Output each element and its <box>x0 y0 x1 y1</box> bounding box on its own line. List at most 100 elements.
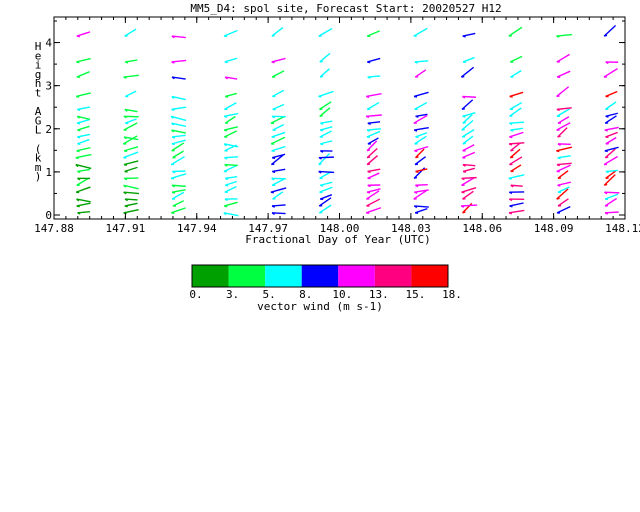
wind-vector-head <box>320 184 324 187</box>
wind-vector <box>271 131 286 138</box>
wind-vector <box>462 114 473 124</box>
wind-vector <box>123 122 138 131</box>
wind-vector <box>604 197 617 207</box>
wind-vector <box>414 205 429 208</box>
wind-vector <box>225 92 238 98</box>
wind-vector <box>414 101 428 110</box>
wind-vector-head <box>224 129 228 132</box>
wind-vector-head <box>366 149 371 152</box>
wind-vector <box>171 207 186 214</box>
wind-vector <box>556 122 571 131</box>
wind-vector <box>367 137 379 145</box>
wind-vector <box>224 126 239 131</box>
wind-vector <box>415 132 428 138</box>
wind-vector <box>604 101 617 110</box>
wind-vector-head <box>76 35 80 38</box>
wind-vector <box>462 151 476 159</box>
colorbar-swatch <box>228 265 266 287</box>
wind-vector <box>413 27 428 37</box>
wind-vector <box>556 107 572 111</box>
wind-vector-head <box>124 108 128 112</box>
wind-vector <box>320 140 333 145</box>
wind-vector <box>415 113 428 117</box>
wind-vector <box>76 177 90 186</box>
x-tick-label: 148.09 <box>534 222 574 235</box>
wind-vector-head <box>224 177 229 181</box>
wind-vector <box>509 202 524 207</box>
wind-vector <box>556 53 571 63</box>
wind-vector-head <box>413 176 418 180</box>
wind-vector <box>224 112 239 117</box>
x-tick-label: 147.91 <box>106 222 146 235</box>
wind-vector <box>320 120 333 124</box>
wind-vector-head <box>272 170 276 174</box>
y-label-char: e <box>35 49 42 62</box>
wind-vector <box>414 69 427 78</box>
wind-vector-head <box>462 163 466 167</box>
wind-vector <box>224 115 236 124</box>
wind-vector-head <box>461 75 465 78</box>
wind-vector <box>415 148 425 159</box>
wind-vector <box>171 134 186 138</box>
wind-vector-head <box>123 163 128 166</box>
y-label-char: m <box>35 161 42 174</box>
wind-vector-head <box>123 150 128 153</box>
wind-vector-head <box>508 191 513 195</box>
wind-vector <box>125 59 138 63</box>
y-label-char: ) <box>35 170 42 183</box>
wind-vector <box>414 156 427 166</box>
wind-vector-head <box>367 184 371 188</box>
wind-vector <box>76 92 91 98</box>
x-tick-label: 148.12 <box>605 222 640 235</box>
wind-vector <box>270 136 286 145</box>
wind-vector <box>75 163 92 170</box>
wind-vector <box>123 74 139 78</box>
wind-vector-head <box>605 115 609 118</box>
y-label-char: i <box>35 59 42 72</box>
wind-vector <box>461 204 478 207</box>
wind-vector <box>510 184 523 187</box>
wind-vector-head <box>460 205 465 208</box>
wind-vector-head <box>556 150 560 153</box>
wind-vector-head <box>415 184 419 188</box>
wind-vector-head <box>124 198 128 202</box>
wind-vector <box>171 184 186 188</box>
wind-vector-head <box>508 212 513 215</box>
wind-vector <box>557 170 569 179</box>
wind-vector-head <box>415 115 419 118</box>
wind-vector-head <box>604 129 608 132</box>
x-tick-label: 148.03 <box>391 222 431 235</box>
wind-vector <box>270 115 286 124</box>
colorbar-tick-label: 0. <box>189 288 202 301</box>
wind-vector-head <box>171 35 175 39</box>
wind-vector <box>557 155 571 159</box>
wind-vector-head <box>508 143 513 146</box>
wind-vector <box>223 164 238 173</box>
wind-vector <box>318 153 330 166</box>
wind-vector <box>272 89 285 98</box>
wind-vector <box>414 135 427 145</box>
wind-vector-head <box>319 129 324 132</box>
wind-vector <box>170 173 187 180</box>
wind-vector <box>556 108 570 117</box>
wind-vector-head <box>171 76 175 80</box>
wind-vector-head <box>461 177 465 181</box>
wind-vector-head <box>77 136 81 139</box>
wind-vector <box>603 155 618 166</box>
wind-vector <box>414 207 428 214</box>
colorbar-swatch <box>192 265 229 287</box>
wind-vector-head <box>462 170 467 173</box>
wind-vector-head <box>320 143 324 146</box>
wind-vector-head <box>461 95 466 99</box>
wind-vector-head <box>509 205 513 208</box>
wind-vector <box>462 144 475 152</box>
wind-vector <box>462 167 476 173</box>
colorbar: 0. 3. 5. 8. 10. 13. 15. 18. <box>189 264 462 301</box>
wind-vector <box>366 140 378 152</box>
wind-vector <box>77 210 90 214</box>
wind-vector <box>271 57 286 63</box>
wind-vector <box>123 115 139 118</box>
wind-vector-head <box>271 150 275 153</box>
wind-vector-head <box>318 157 322 160</box>
wind-vector <box>125 118 137 124</box>
